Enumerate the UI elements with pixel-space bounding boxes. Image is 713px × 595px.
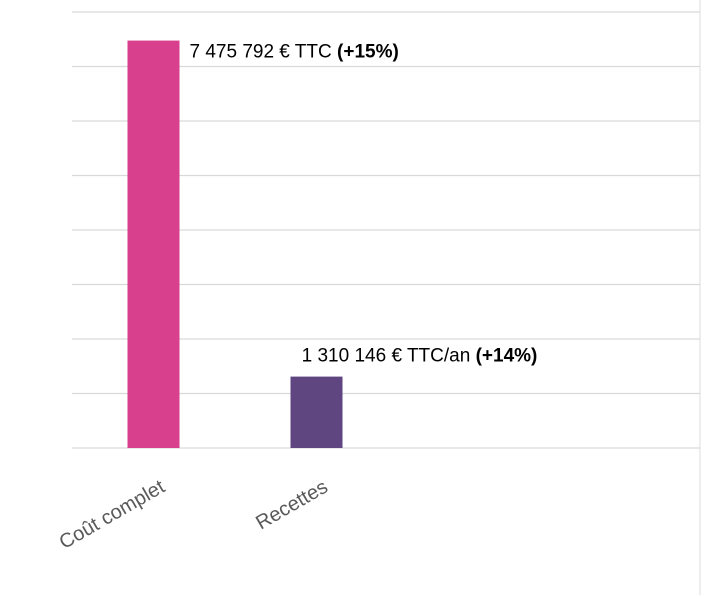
data-label-value: 1 310 146 € TTC/an <box>302 346 471 367</box>
x-tick-label: Coût complet <box>56 476 169 554</box>
data-label-value: 7 475 792 € TTC <box>190 42 332 63</box>
data-label-change: (+15%) <box>337 42 399 63</box>
x-tick-label: Recettes <box>252 476 331 535</box>
data-label: 7 475 792 € TTC (+15%) <box>190 42 399 63</box>
bar <box>290 376 343 448</box>
bar <box>127 40 180 448</box>
data-label: 1 310 146 € TTC/an (+14%) <box>302 346 538 367</box>
data-label-change: (+14%) <box>476 346 538 367</box>
